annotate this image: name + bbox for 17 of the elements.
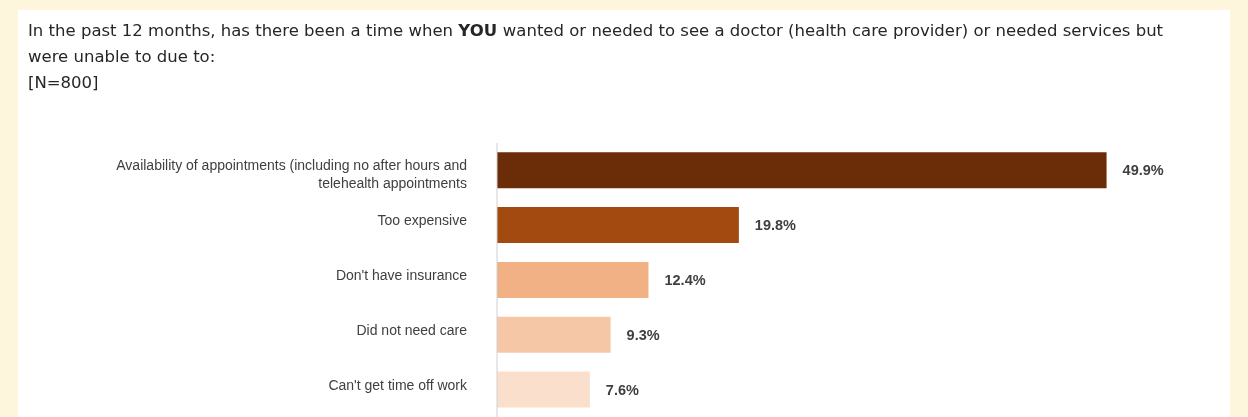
y-tick-label: Availability of appointments (including no after hours and telehealth appointments: [116, 157, 467, 192]
y-tick-label: Did not need care: [356, 321, 468, 338]
bar: [497, 316, 611, 353]
data-label: 9.3%: [626, 326, 660, 343]
bar: [497, 207, 739, 244]
y-tick-label: Can't get time off work: [328, 376, 468, 393]
y-tick-label: Don't have insurance: [335, 267, 468, 283]
bar: [497, 261, 649, 298]
data-label: 49.9%: [1122, 162, 1164, 179]
data-label: 12.4%: [664, 271, 706, 288]
bar: [497, 152, 1107, 189]
y-tick-label: Too expensive: [377, 212, 468, 229]
text: [N=800]: [28, 72, 100, 94]
chart-title: In the past 12 months, has there been a time when YOU wanted or needed to see a doctor (health care provider) or needed services but were unable to due to:: [28, 21, 1164, 66]
data-label: 19.8%: [754, 217, 797, 234]
data-label: 7.6%: [605, 381, 639, 398]
bar: [497, 371, 590, 408]
